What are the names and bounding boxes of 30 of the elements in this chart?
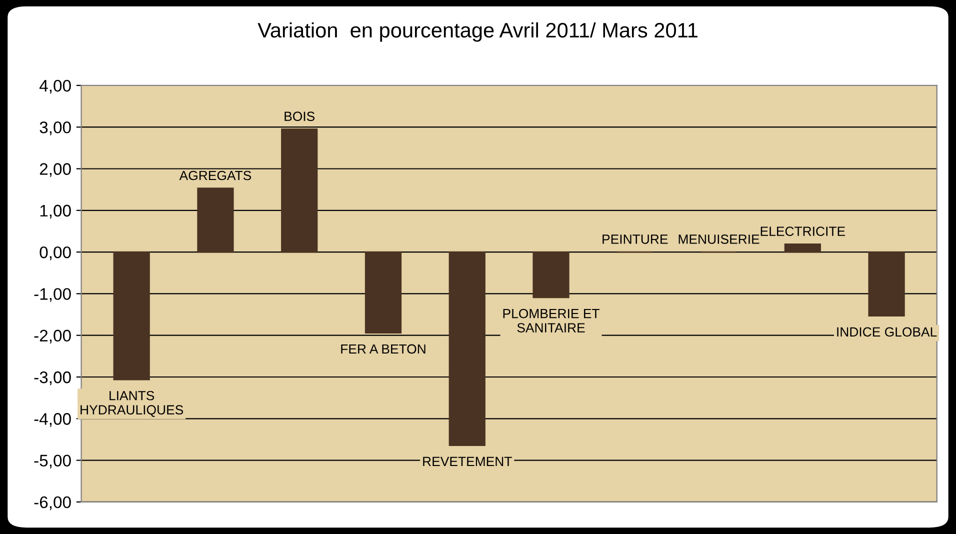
x-tick-label: LIANTS HYDRAULIQUES — [80, 390, 184, 417]
x-tick-label: PLOMBERIE ET SANITAIRE — [503, 308, 600, 332]
y-tick-label: -2,00 — [34, 330, 71, 344]
y-tick-label: -4,00 — [34, 413, 71, 427]
y-tick-label: -6,00 — [34, 496, 71, 510]
x-tick-label: AGREGATS — [179, 170, 252, 180]
y-tick-label: 4,00 — [39, 80, 71, 94]
x-tick-label: REVETEMENT — [423, 456, 512, 466]
x-tick-label: MENUISERIE — [678, 234, 760, 244]
bar — [784, 243, 821, 253]
x-tick-label: ELECTRICITE — [760, 226, 845, 236]
y-tick-label: 3,00 — [40, 121, 71, 136]
chart-title: Variation en pourcentage Avril 2011/ Mars 2011 — [258, 22, 698, 42]
bar — [281, 128, 318, 253]
y-tick-label: 1,00 — [40, 204, 71, 219]
x-tick-label: BOIS — [284, 112, 315, 122]
bar — [364, 251, 402, 334]
y-tick-label: 0,00 — [40, 246, 71, 260]
y-tick-label: -3,00 — [34, 371, 71, 386]
y-tick-label: 2,00 — [40, 163, 71, 177]
x-tick-label: INDICE GLOBAL — [837, 327, 937, 337]
bar — [448, 251, 486, 446]
bar — [868, 251, 905, 316]
bar — [113, 251, 150, 380]
x-tick-label: PEINTURE — [602, 234, 668, 244]
x-tick-label: FER A BETON — [341, 344, 426, 354]
y-tick-label: -1,00 — [34, 288, 71, 302]
y-tick-label: -5,00 — [34, 454, 71, 468]
bar — [532, 251, 570, 298]
bar — [197, 188, 234, 253]
